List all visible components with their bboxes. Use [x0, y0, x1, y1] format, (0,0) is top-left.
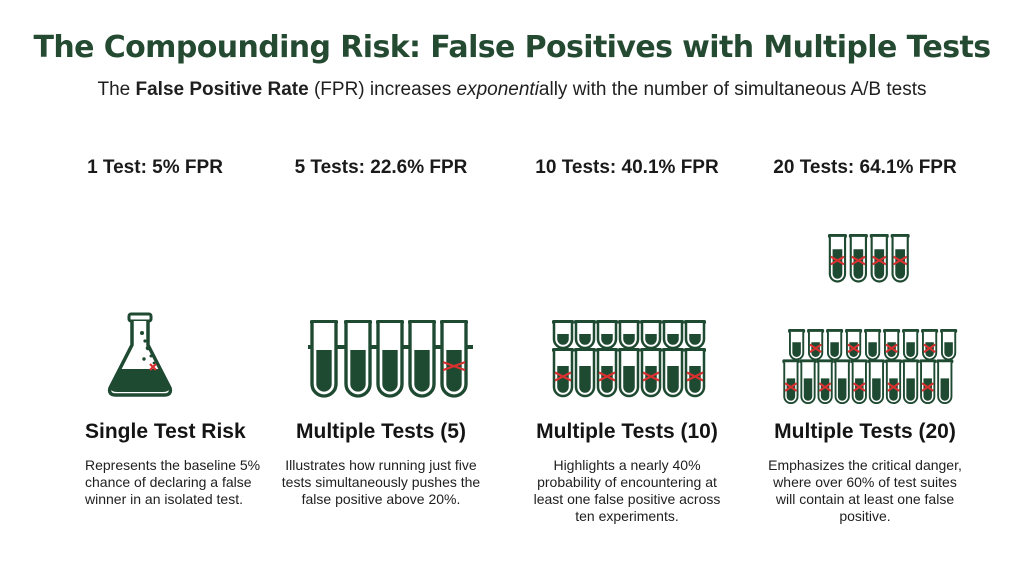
test-tube-icon [807, 329, 825, 361]
column-title: Multiple Tests (10) [536, 420, 718, 443]
test-tube-icon [408, 320, 436, 398]
column-description: Represents the baseline 5% chance of dec… [85, 457, 261, 507]
test-tube-icon [552, 320, 574, 350]
column-heading: 20 Tests: 64.1% FPR [773, 157, 957, 178]
test-tube-icon [883, 329, 901, 361]
test-tubes-illustration [308, 320, 473, 398]
test-tube-icon [826, 329, 844, 361]
subtitle-bold-term: False Positive Rate [135, 79, 309, 100]
test-tube-icon [940, 329, 958, 361]
test-tube-icon [552, 348, 574, 398]
flask-illustration [107, 312, 173, 397]
subtitle-text-mid: (FPR) increases [308, 79, 457, 100]
test-tube-icon [618, 320, 640, 350]
column-description: Illustrates how running just five tests … [281, 457, 481, 507]
column-single-test: 1 Test: 5% FPR Single Test Risk Represen… [30, 0, 280, 572]
test-tube-icon [816, 359, 834, 405]
test-tube-icon [344, 320, 372, 398]
test-tube-icon [574, 348, 596, 398]
test-tube-rack [552, 320, 706, 398]
page-title: The Compounding Risk: False Positives wi… [33, 30, 992, 65]
test-tube-icon [684, 320, 706, 350]
test-tube-icon [902, 329, 920, 361]
subtitle-text-pre: The [97, 79, 136, 100]
column-heading: 1 Test: 5% FPR [87, 157, 223, 178]
test-tube-icon [921, 329, 939, 361]
test-tube-icon [788, 329, 806, 361]
column-five-tests: 5 Tests: 22.6% FPR Multiple Tests (5) Il… [256, 0, 506, 572]
test-tube-icon [596, 348, 618, 398]
test-tube-rack [308, 320, 473, 398]
test-tube-icon [662, 320, 684, 350]
test-tube-icon [799, 359, 817, 405]
test-tube-rack [782, 234, 958, 405]
column-title: Multiple Tests (20) [774, 420, 956, 443]
test-tube-icon [618, 348, 640, 398]
test-tube-icon [640, 320, 662, 350]
column-heading: 10 Tests: 40.1% FPR [535, 157, 719, 178]
test-tube-icon [869, 234, 889, 283]
test-tube-icon [376, 320, 404, 398]
test-tube-icon [782, 359, 800, 405]
page-subtitle: The False Positive Rate (FPR) increases … [0, 79, 1024, 101]
test-tube-icon [848, 234, 868, 283]
column-description: Highlights a nearly 40% probability of e… [533, 457, 721, 524]
test-tube-icon [850, 359, 868, 405]
subtitle-italic-term: exponenti [456, 79, 539, 100]
test-tubes-illustration [782, 234, 958, 405]
test-tube-icon [936, 359, 954, 405]
test-tube-icon [864, 329, 882, 361]
test-tube-icon [890, 234, 910, 283]
column-description: Emphasizes the critical danger, where ov… [768, 457, 962, 524]
test-tube-icon [440, 320, 468, 398]
test-tube-icon [867, 359, 885, 405]
test-tube-icon [845, 329, 863, 361]
test-tubes-illustration [552, 320, 706, 398]
test-tube-icon [684, 348, 706, 398]
column-ten-tests: 10 Tests: 40.1% FPR Multiple Tests (10) … [502, 0, 752, 572]
test-tube-icon [919, 359, 937, 405]
test-tube-icon [833, 359, 851, 405]
flask-icon [107, 312, 173, 397]
test-tube-icon [662, 348, 684, 398]
test-tube-icon [827, 234, 847, 283]
test-tube-icon [902, 359, 920, 405]
column-title: Single Test Risk [85, 420, 246, 443]
test-tube-icon [640, 348, 662, 398]
column-heading: 5 Tests: 22.6% FPR [294, 157, 468, 178]
column-title: Multiple Tests (5) [296, 420, 466, 443]
column-twenty-tests: 20 Tests: 64.1% FPR Multiple Tests (20) … [740, 0, 990, 572]
test-tube-icon [310, 320, 338, 398]
test-tube-icon [596, 320, 618, 350]
test-tube-icon [574, 320, 596, 350]
subtitle-text-post: ally with the number of simultaneous A/B… [538, 79, 927, 100]
test-tube-icon [884, 359, 903, 405]
